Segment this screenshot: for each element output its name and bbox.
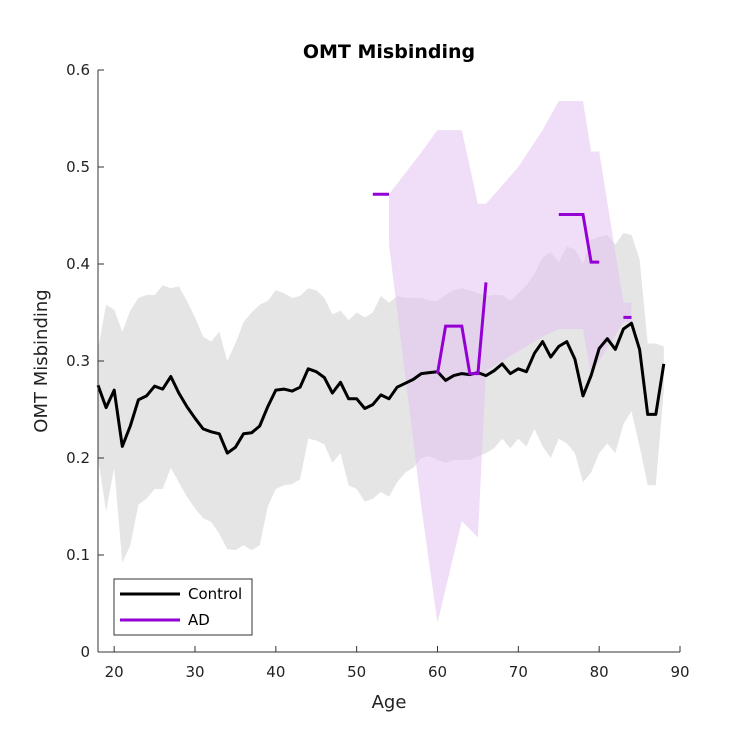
y-axis-label: OMT Misbinding [31, 289, 52, 432]
x-tick-label: 50 [347, 663, 366, 681]
legend-label-ad: AD [188, 611, 210, 629]
y-tick-label: 0.1 [66, 546, 90, 564]
y-tick-label: 0.6 [66, 61, 90, 79]
y-tick-label: 0.2 [66, 449, 90, 467]
x-tick-label: 30 [185, 663, 204, 681]
x-tick-label: 90 [670, 663, 689, 681]
y-tick-label: 0.3 [66, 352, 90, 370]
series-lines [96, 192, 666, 455]
control-line [96, 321, 666, 455]
legend: Control AD [113, 578, 253, 636]
x-axis-label: Age [372, 692, 407, 713]
x-ticks: 20 30 40 50 60 70 80 90 [105, 646, 690, 681]
confidence-bands [98, 101, 664, 623]
ad-line-segment-2 [558, 213, 600, 264]
ad-band [389, 101, 632, 623]
y-ticks: 0 0.1 0.2 0.3 0.4 0.5 0.6 [66, 61, 104, 661]
legend-label-control: Control [188, 585, 242, 603]
y-tick-label: 0 [80, 643, 90, 661]
y-tick-label: 0.4 [66, 255, 90, 273]
x-tick-label: 60 [428, 663, 447, 681]
x-tick-label: 40 [266, 663, 285, 681]
chart-title: OMT Misbinding [303, 41, 475, 63]
x-tick-label: 80 [590, 663, 609, 681]
legend-box [113, 578, 253, 636]
ad-line-segment-1 [436, 282, 488, 376]
y-tick-label: 0.5 [66, 158, 90, 176]
x-tick-label: 20 [105, 663, 124, 681]
x-tick-label: 70 [509, 663, 528, 681]
